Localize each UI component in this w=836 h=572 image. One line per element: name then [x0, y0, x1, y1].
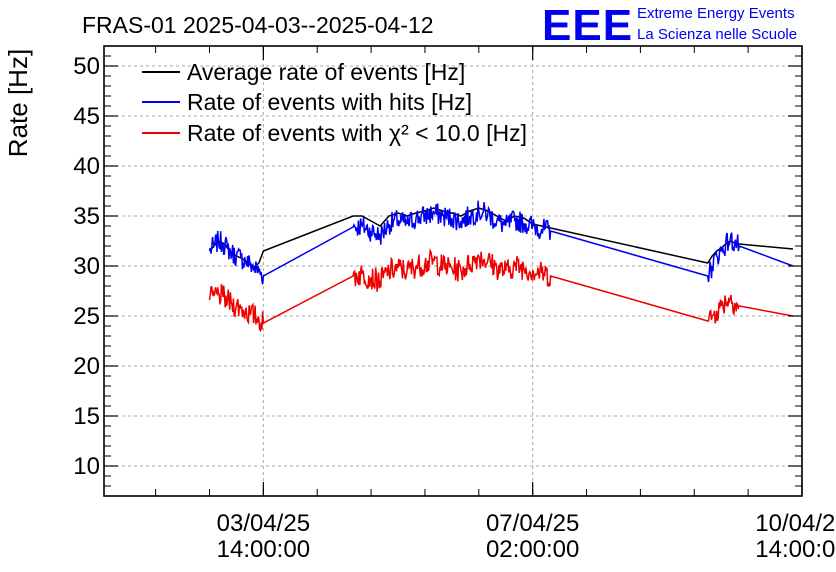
series-line-1 — [208, 200, 794, 285]
y-tick-label: 30 — [73, 253, 100, 280]
x-tick-time: 14:00:00 — [755, 536, 836, 563]
x-tick-labels: 03/04/2514:00:0007/04/2502:00:0010/04/25… — [217, 510, 836, 563]
legend-label-0: Average rate of events [Hz] — [187, 59, 465, 85]
x-tick-time: 14:00:00 — [217, 536, 310, 563]
logo-line-2: La Scienza nelle Scuole — [637, 26, 797, 43]
legend-label-2: Rate of events with χ² < 10.0 [Hz] — [187, 120, 527, 146]
legend-label-1: Rate of events with hits [Hz] — [187, 89, 472, 115]
y-tick-label: 15 — [73, 403, 100, 430]
grid — [104, 46, 803, 496]
y-tick-label: 10 — [73, 453, 100, 480]
axis-ticks — [104, 45, 803, 497]
plot-frame — [103, 45, 803, 497]
logo-mark: EEE — [542, 1, 633, 50]
x-tick-date: 07/04/25 — [486, 510, 579, 537]
series-layer — [208, 200, 794, 333]
y-tick-label: 25 — [73, 303, 100, 330]
x-tick-time: 02:00:00 — [486, 536, 579, 563]
y-tick-label: 40 — [73, 153, 100, 180]
eee-logo: EEE Extreme Energy Events La Scienza nel… — [542, 1, 797, 50]
y-tick-label: 35 — [73, 203, 100, 230]
legend: Average rate of events [Hz] Rate of event… — [142, 59, 527, 146]
y-tick-labels: 10 15 20 25 30 35 40 45 50 — [73, 53, 100, 480]
logo-line-1: Extreme Energy Events — [637, 5, 795, 22]
y-tick-label: 50 — [73, 53, 100, 80]
y-tick-label: 20 — [73, 353, 100, 380]
x-tick-date: 10/04/25 — [755, 510, 836, 537]
series-line-2 — [208, 248, 794, 333]
chart-title: FRAS-01 2025-04-03--2025-04-12 — [82, 12, 434, 38]
x-tick-date: 03/04/25 — [217, 510, 310, 537]
y-tick-label: 45 — [73, 103, 100, 130]
y-axis-label: Rate [Hz] — [3, 49, 33, 157]
